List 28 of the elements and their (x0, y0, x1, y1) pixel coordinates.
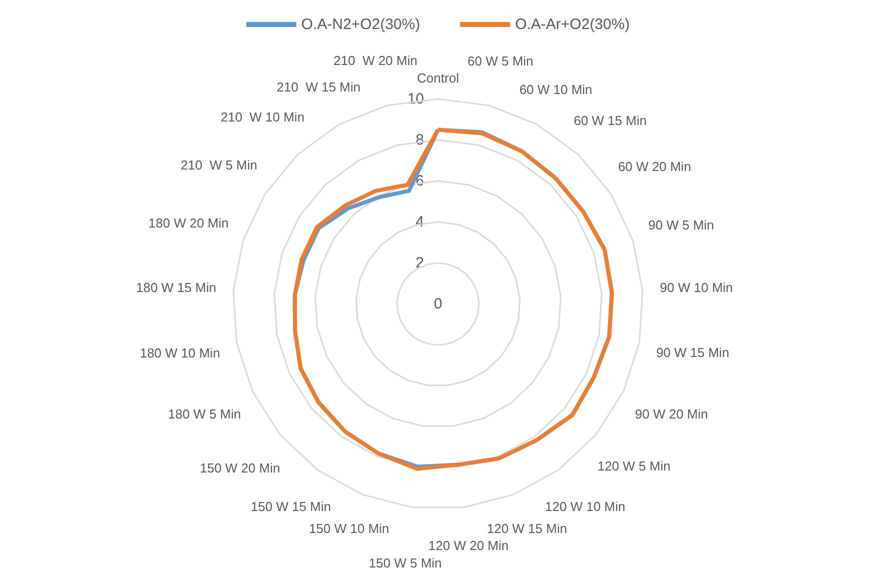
spoke-label: 120 W 15 Min (486, 521, 568, 536)
spoke-label: 150 W 5 Min (368, 555, 442, 570)
spoke-label: 210 W 10 Min (220, 110, 304, 125)
spoke-label: 90 W 20 Min (635, 406, 708, 422)
spoke-label: 120 W 5 Min (597, 458, 670, 474)
legend-label: O.A-N2+O2(30%) (301, 16, 420, 33)
spoke-label: 60 W 20 Min (618, 159, 692, 174)
legend-label: O.A-Ar+O2(30%) (515, 16, 630, 33)
spoke-label: 150 W 20 Min (200, 460, 280, 476)
y-tick-label: 0 (434, 296, 442, 312)
spoke-label: 180 W 15 Min (136, 280, 216, 296)
spoke-label: 90 W 5 Min (648, 217, 714, 232)
spoke-label: 150 W 10 Min (308, 521, 390, 536)
spoke-label: Control (417, 70, 460, 86)
spoke-label: 90 W 15 Min (656, 345, 730, 360)
spoke-label: 60 W 10 Min (519, 82, 592, 98)
spoke-label: 150 W 15 Min (250, 499, 331, 514)
spoke-label: 60 W 15 Min (574, 113, 647, 128)
spoke-label: 210 W 15 Min (276, 79, 360, 94)
spoke-label: 180 W 5 Min (168, 406, 241, 422)
spoke-label: 210 W 20 Min (334, 52, 418, 68)
spoke-label: 210 W 5 Min (180, 157, 258, 172)
spoke-label: 180 W 20 Min (148, 215, 229, 230)
spoke-label: 90 W 10 Min (660, 280, 733, 296)
spoke-label: 180 W 10 Min (140, 346, 220, 361)
spoke-label: 120 W 10 Min (545, 499, 626, 514)
spoke-label: 60 W 5 Min (468, 53, 534, 68)
spoke-label: 120 W 20 Min (428, 538, 509, 554)
